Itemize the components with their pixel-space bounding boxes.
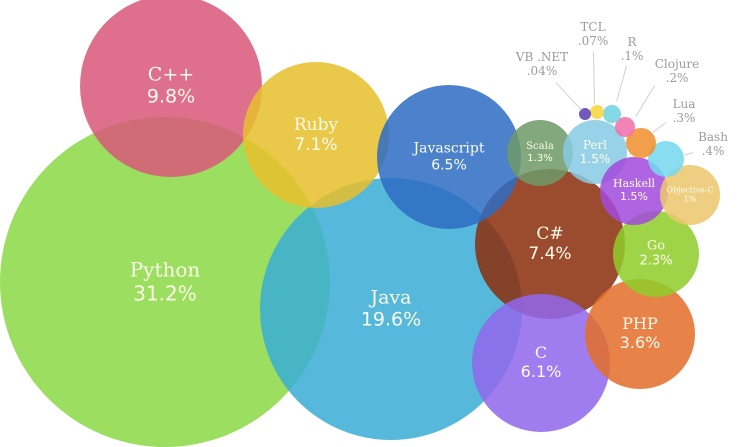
external-label-r: R .1% xyxy=(620,35,644,64)
external-label-bash: Bash .4% xyxy=(698,130,728,159)
percentage-value: .2% xyxy=(665,71,689,85)
external-label-clojure: Clojure .2% xyxy=(654,57,700,86)
external-label-vb-net: VB .NET .04% xyxy=(515,50,569,79)
external-label-tcl: TCL .07% xyxy=(577,20,609,49)
percentage-value: .04% xyxy=(526,64,558,78)
external-label-lua: Lua .3% xyxy=(672,97,696,126)
bubble-scala xyxy=(507,120,573,186)
language-name: TCL xyxy=(580,20,606,35)
leader-line-vb-net xyxy=(555,82,582,111)
bubble-go xyxy=(613,211,699,297)
leader-line-lua xyxy=(652,122,666,133)
percentage-value: .3% xyxy=(672,111,696,125)
bubble-vb-net xyxy=(579,108,591,120)
leader-line-bash xyxy=(683,152,693,156)
leader-line-clojure xyxy=(635,85,655,117)
language-name: Bash xyxy=(698,130,728,145)
bubble-php xyxy=(585,279,695,389)
language-name: Lua xyxy=(672,97,696,112)
bubble-tcl xyxy=(590,105,604,119)
leader-line-tcl xyxy=(593,52,595,105)
bubble-ruby xyxy=(243,62,389,208)
percentage-value: .1% xyxy=(620,49,644,63)
bubble-r xyxy=(603,105,621,123)
percentage-value: .07% xyxy=(577,34,609,48)
percentage-value: .4% xyxy=(701,144,725,158)
bubble-c xyxy=(80,0,262,177)
bubble-javascript xyxy=(377,85,521,229)
bubble-clojure xyxy=(615,117,635,137)
language-name: R xyxy=(627,35,637,50)
language-name: Clojure xyxy=(654,57,700,72)
leader-line-r xyxy=(616,65,627,102)
language-name: VB .NET xyxy=(515,50,569,65)
